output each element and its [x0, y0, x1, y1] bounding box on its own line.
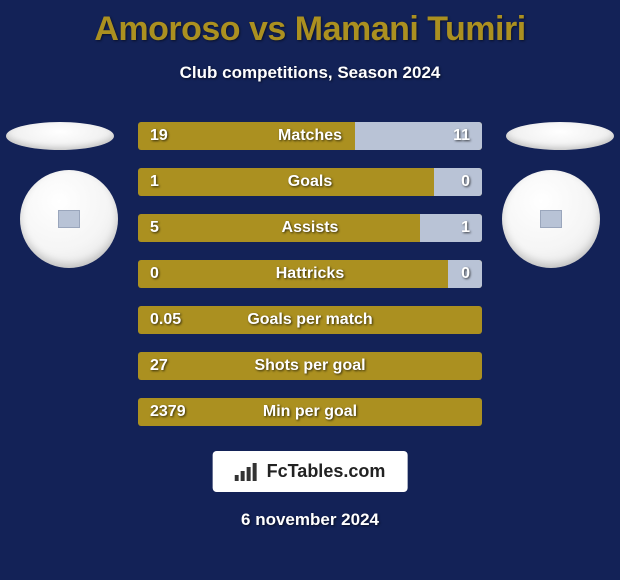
stat-right-value: 11 — [453, 122, 470, 150]
stat-label: Goals per match — [138, 306, 482, 334]
stat-label: Goals — [138, 168, 482, 196]
stat-label: Assists — [138, 214, 482, 242]
decor-ellipse-right — [506, 122, 614, 150]
stat-row: 0.05 Goals per match — [138, 306, 482, 334]
stat-row: 1 Goals 0 — [138, 168, 482, 196]
watermark-text: FcTables.com — [267, 461, 386, 482]
stat-label: Shots per goal — [138, 352, 482, 380]
page-subtitle: Club competitions, Season 2024 — [0, 63, 620, 83]
stat-label: Min per goal — [138, 398, 482, 426]
stat-row: 27 Shots per goal — [138, 352, 482, 380]
decor-ellipse-left — [6, 122, 114, 150]
stat-row: 2379 Min per goal — [138, 398, 482, 426]
placeholder-icon — [540, 210, 562, 228]
stat-row: 19 Matches 11 — [138, 122, 482, 150]
stat-row: 0 Hattricks 0 — [138, 260, 482, 288]
page-title: Amoroso vs Mamani Tumiri — [0, 0, 620, 49]
decor-ball-left — [20, 170, 118, 268]
placeholder-icon — [58, 210, 80, 228]
chart-icon — [235, 463, 259, 481]
stat-row: 5 Assists 1 — [138, 214, 482, 242]
footer-date: 6 november 2024 — [0, 510, 620, 530]
stat-right-value: 0 — [461, 168, 470, 196]
stat-label: Matches — [138, 122, 482, 150]
stat-label: Hattricks — [138, 260, 482, 288]
watermark: FcTables.com — [213, 451, 408, 492]
decor-ball-right — [502, 170, 600, 268]
stat-right-value: 1 — [461, 214, 470, 242]
stat-right-value: 0 — [461, 260, 470, 288]
bars-container: 19 Matches 11 1 Goals 0 5 Assists 1 0 Ha… — [138, 122, 482, 444]
